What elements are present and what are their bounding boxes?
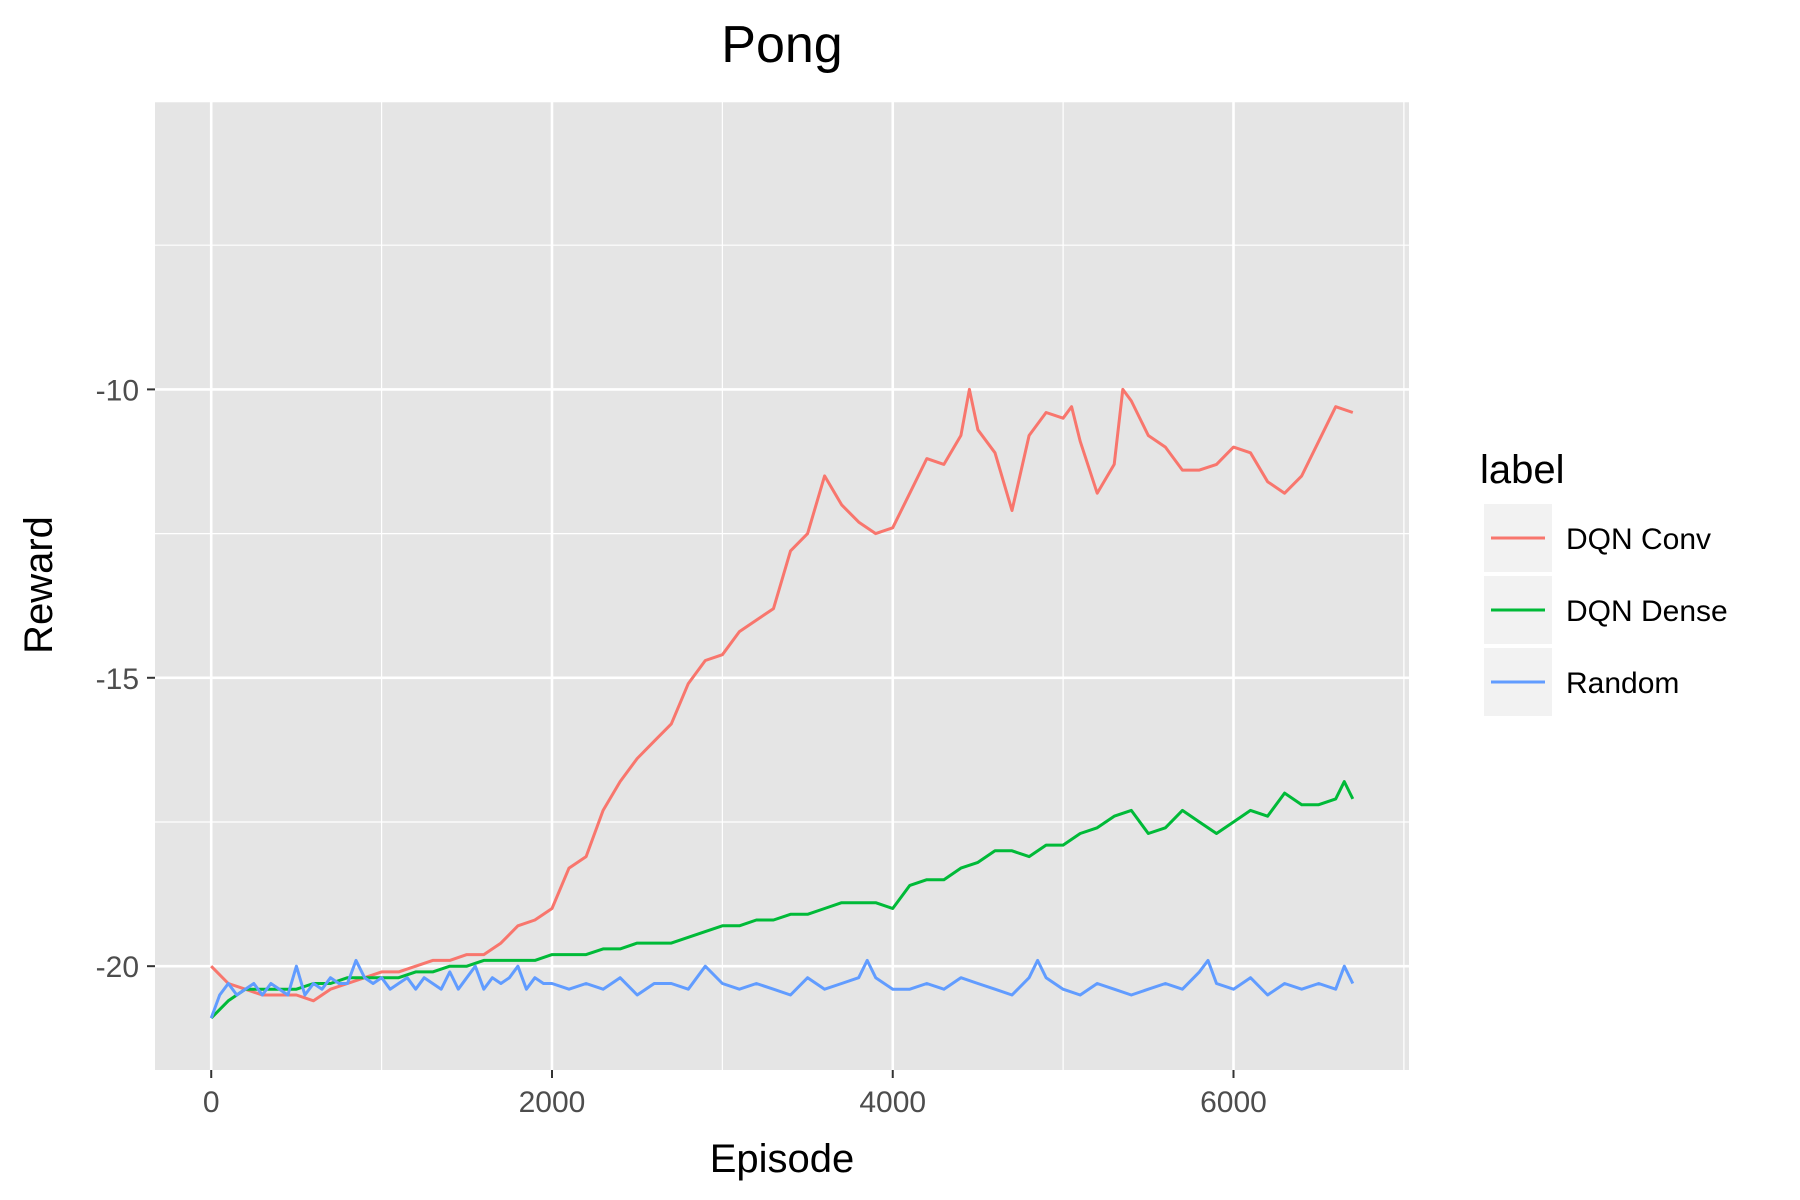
series-lines xyxy=(209,387,1355,1020)
y-tick-label: -20 xyxy=(96,951,139,984)
y-tick-label: -10 xyxy=(96,374,139,407)
chart-title: Pong xyxy=(721,16,842,74)
x-tick-label: 2000 xyxy=(519,1086,586,1119)
x-tick-label: 4000 xyxy=(859,1086,926,1119)
y-tick-label: -15 xyxy=(96,663,139,696)
y-axis-title: Reward xyxy=(17,516,61,654)
x-tick-label: 6000 xyxy=(1200,1086,1267,1119)
legend-label: DQN Dense xyxy=(1566,595,1728,628)
y-axis: -20 -15 -10 xyxy=(96,374,155,984)
x-axis-title: Episode xyxy=(710,1137,855,1181)
series-line-3 xyxy=(209,958,1355,1019)
x-tick-label: 0 xyxy=(203,1086,220,1119)
grid-minor xyxy=(155,101,1409,1070)
legend-label: DQN Conv xyxy=(1566,523,1711,556)
legend-label: Random xyxy=(1566,667,1679,700)
legend: label DQN Conv DQN Dense Random xyxy=(1480,448,1728,716)
x-axis: 0 2000 4000 6000 xyxy=(203,1070,1267,1119)
series-line-2 xyxy=(210,780,1355,1020)
series-line-1 xyxy=(210,387,1354,1003)
plot-panel xyxy=(155,101,1409,1070)
legend-title: label xyxy=(1480,448,1565,492)
